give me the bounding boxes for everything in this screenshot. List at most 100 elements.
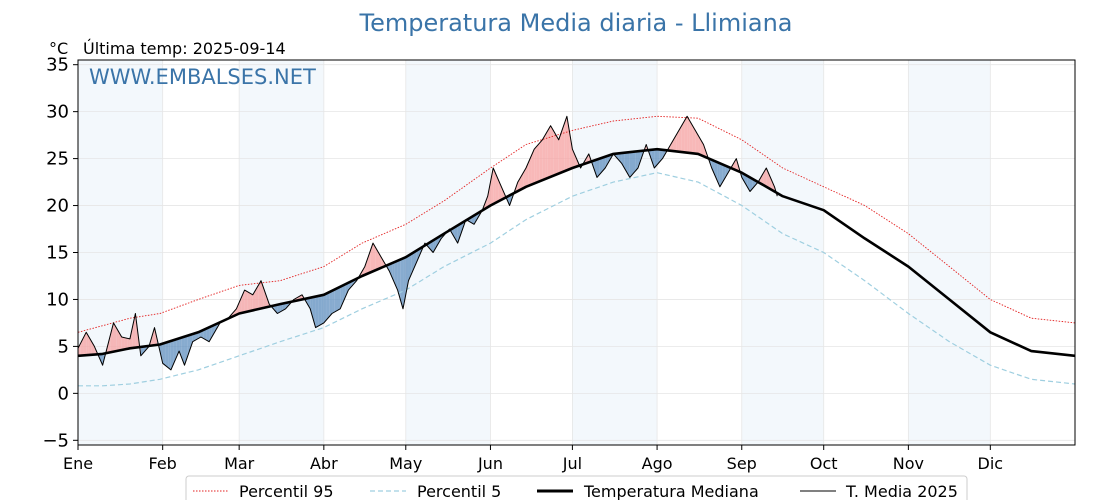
fill-above-median <box>381 257 384 268</box>
fill-below-median <box>400 258 404 309</box>
fill-above-median <box>553 130 557 176</box>
chart-title: Temperatura Media diaria - Llimiana <box>359 9 793 37</box>
fill-below-median <box>654 149 658 168</box>
fill-above-median <box>586 153 589 164</box>
fill-below-median <box>651 149 655 168</box>
fill-below-median <box>337 286 341 311</box>
x-tick-label: Mar <box>224 454 255 473</box>
fill-above-median <box>263 288 267 308</box>
fill-below-median <box>637 150 641 168</box>
x-tick-label: Sep <box>727 454 757 473</box>
fill-below-median <box>397 259 401 300</box>
fill-above-median <box>534 146 537 184</box>
fill-above-median <box>670 139 674 152</box>
fill-above-median <box>695 130 699 154</box>
fill-below-median <box>632 151 636 175</box>
anomaly-fills <box>78 116 778 370</box>
y-tick-label: 0 <box>58 383 69 404</box>
x-tick-label: Jul <box>562 454 582 473</box>
fill-above-median <box>110 322 114 353</box>
fill-below-median <box>277 304 281 314</box>
series-line-median <box>78 147 1075 358</box>
fill-above-median <box>575 155 578 168</box>
y-tick-label: 10 <box>46 289 69 310</box>
fill-below-median <box>323 293 327 323</box>
fill-below-median <box>318 295 322 327</box>
fill-above-median <box>550 125 554 177</box>
fill-below-median <box>170 340 174 370</box>
last-temp-label: Última temp: 2025-09-14 <box>83 39 286 58</box>
fill-below-median <box>744 174 748 187</box>
fill-below-median <box>389 263 393 278</box>
fill-above-median <box>151 327 155 346</box>
fill-above-median <box>564 116 567 172</box>
fill-above-median <box>108 333 111 353</box>
fill-above-median <box>531 149 535 185</box>
fill-below-median <box>143 346 147 353</box>
fill-below-median <box>405 255 409 295</box>
fill-below-median <box>140 346 144 356</box>
fill-above-median <box>132 313 136 348</box>
fill-above-median <box>760 172 764 186</box>
fill-below-median <box>624 152 628 173</box>
fill-below-median <box>342 284 346 303</box>
fill-above-median <box>684 116 688 153</box>
legend-label-median: Temperatura Mediana <box>583 482 759 500</box>
fill-below-median <box>594 159 597 178</box>
x-tick-label: Ene <box>63 454 93 473</box>
fill-above-median <box>373 243 376 272</box>
fill-below-median <box>433 238 436 253</box>
fill-above-median <box>539 139 543 182</box>
x-tick-label: Abr <box>310 454 338 473</box>
fill-below-median <box>711 159 715 175</box>
watermark: WWW.EMBALSES.NET <box>89 65 316 89</box>
fill-below-median <box>394 260 398 291</box>
x-axis: Ene Feb Mar Abr May Jun Jul Ago Sep Oct Nov Dic <box>63 445 1003 473</box>
fill-above-median <box>364 258 368 275</box>
fill-below-median <box>326 292 330 320</box>
x-tick-label: Oct <box>810 454 838 473</box>
fill-above-median <box>542 135 546 181</box>
fill-above-median <box>484 196 488 209</box>
fill-above-median <box>517 177 521 192</box>
fill-above-median <box>678 125 682 153</box>
series-lines <box>78 115 1075 387</box>
fill-above-median <box>569 132 573 170</box>
series-line-p5 <box>78 172 1075 387</box>
fill-above-median <box>247 291 251 312</box>
y-tick-label: 20 <box>46 196 69 217</box>
legend-label-current: T. Media 2025 <box>845 482 958 500</box>
fill-below-median <box>310 297 313 319</box>
x-tick-label: Nov <box>893 454 924 473</box>
fill-below-median <box>717 162 720 187</box>
gridlines <box>77 60 1075 445</box>
fill-above-median <box>572 149 576 168</box>
fill-above-median <box>558 131 562 174</box>
legend: Percentil 95 Percentil 5 Temperatura Med… <box>185 475 968 500</box>
fill-below-median <box>452 227 455 239</box>
fill-above-median <box>547 125 551 178</box>
fill-above-median <box>692 125 696 154</box>
fill-above-median <box>252 290 256 311</box>
fill-below-median <box>596 158 600 178</box>
series-line-p95 <box>78 115 1075 333</box>
y-tick-label: 35 <box>46 55 69 76</box>
fill-above-median <box>733 158 737 171</box>
fill-above-median <box>487 182 491 208</box>
fill-above-median <box>367 250 371 274</box>
fill-above-median <box>239 296 242 314</box>
fill-below-median <box>165 341 169 368</box>
fill-above-median <box>362 266 365 276</box>
fill-below-median <box>162 342 166 366</box>
fill-below-median <box>203 328 207 341</box>
fill-above-median <box>689 121 693 154</box>
fill-above-median <box>490 167 494 206</box>
fill-above-median <box>769 174 772 190</box>
fill-above-median <box>78 342 81 356</box>
fill-below-median <box>416 248 420 262</box>
fill-below-median <box>345 282 349 297</box>
fill-below-median <box>206 327 210 342</box>
fill-below-median <box>282 302 286 311</box>
y-tick-label: 30 <box>46 102 69 123</box>
